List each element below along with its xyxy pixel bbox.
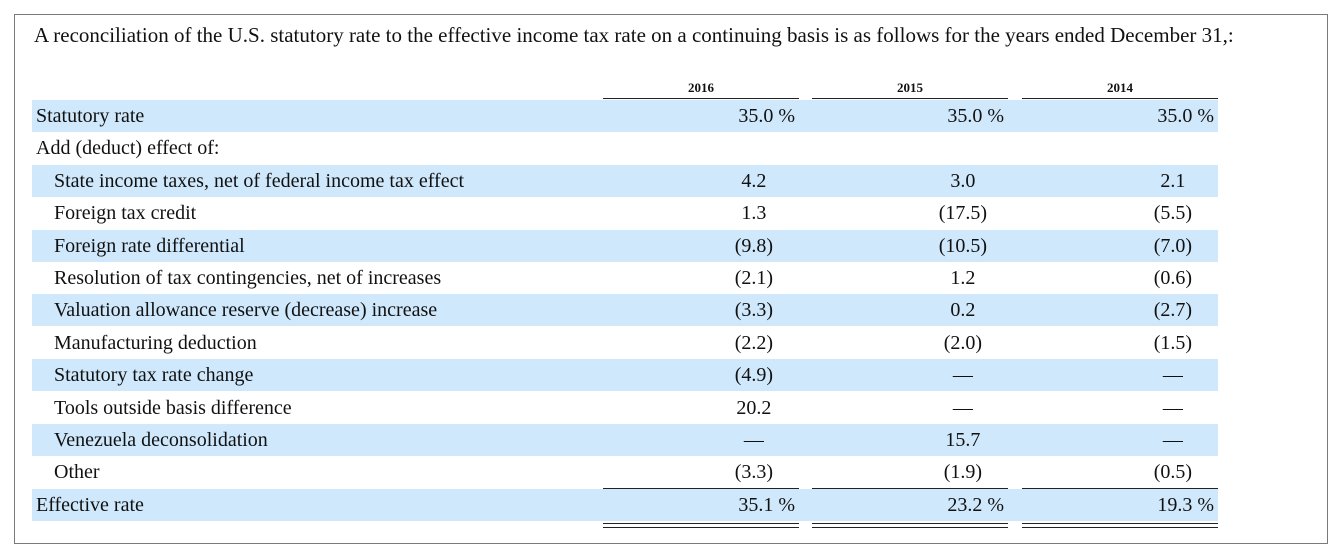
row-value-2016: (3.3): [734, 461, 774, 483]
row-label: Effective rate: [36, 494, 144, 516]
row-value-2014: (0.6): [1153, 267, 1193, 289]
row-label: Foreign rate differential: [54, 235, 245, 257]
table-row: Valuation allowance reserve (decrease) i…: [32, 294, 1218, 326]
table-row: Other (3.3) (1.9) (0.5): [32, 456, 1218, 488]
table-row: Manufacturing deduction (2.2) (2.0) (1.5): [32, 327, 1218, 359]
table-row: State income taxes, net of federal incom…: [32, 165, 1218, 197]
row-value-2014: (2.7): [1153, 299, 1193, 321]
row-value-2015: 0.2: [950, 299, 976, 321]
row-value-2015: (2.0): [943, 332, 983, 354]
total-double-rule: [1022, 523, 1218, 528]
row-value-2016: (9.8): [734, 235, 774, 257]
row-value-2014: (7.0): [1153, 235, 1193, 257]
row-value-2016: 20.2: [736, 397, 772, 419]
row-value-2014: 35.0 %: [1157, 105, 1214, 127]
table-row: Tools outside basis difference 20.2 — —: [32, 392, 1218, 424]
row-value-2016: 35.0 %: [738, 105, 795, 127]
row-value-2015: (10.5): [938, 235, 988, 257]
row-label: Valuation allowance reserve (decrease) i…: [54, 299, 438, 321]
row-label: Tools outside basis difference: [54, 397, 292, 419]
row-value-2016: 35.1 %: [738, 494, 795, 516]
year-header-1: 2015: [897, 80, 923, 95]
year-header-rule: [812, 98, 1008, 99]
row-value-2015: (17.5): [938, 202, 988, 224]
row-value-2014: 19.3 %: [1157, 494, 1214, 516]
subtotal-rule: [1022, 488, 1218, 489]
row-value-2015: 35.0 %: [947, 105, 1004, 127]
row-label: State income taxes, net of federal incom…: [54, 170, 464, 192]
row-value-2015: 23.2 %: [947, 494, 1004, 516]
row-value-2015: 15.7: [945, 429, 981, 451]
year-header-rule: [1022, 98, 1218, 99]
table-row: Add (deduct) effect of:: [32, 132, 1218, 164]
row-value-2015: 1.2: [950, 267, 976, 289]
table-row: Foreign rate differential (9.8) (10.5) (7.0…: [32, 230, 1218, 262]
row-label: Resolution of tax contingencies, net of …: [54, 267, 442, 289]
total-double-rule: [603, 523, 799, 528]
row-value-2015: (1.9): [943, 461, 983, 483]
row-value-2016: (3.3): [734, 299, 774, 321]
table-row: Resolution of tax contingencies, net of …: [32, 262, 1218, 294]
row-value-2014: (1.5): [1153, 332, 1193, 354]
row-label: Statutory rate: [36, 105, 145, 127]
row-label: Statutory tax rate change: [54, 364, 254, 386]
row-value-2016: 1.3: [741, 202, 767, 224]
row-value-2016: (4.9): [734, 364, 774, 386]
row-value-2016: 4.2: [741, 170, 767, 192]
row-value-2014: —: [1162, 364, 1183, 386]
row-value-2016: —: [743, 429, 764, 451]
table-caption: A reconciliation of the U.S. statutory r…: [34, 23, 1234, 47]
row-label: Manufacturing deduction: [54, 332, 257, 354]
table-row: Statutory tax rate change (4.9) — —: [32, 359, 1218, 391]
table-row: Venezuela deconsolidation — 15.7 —: [32, 424, 1218, 456]
year-header-0: 2016: [688, 80, 714, 95]
row-label: Venezuela deconsolidation: [54, 429, 268, 451]
row-value-2014: 2.1: [1160, 170, 1186, 192]
row-value-2015: —: [952, 364, 973, 386]
year-header-2: 2014: [1107, 80, 1133, 95]
row-value-2014: —: [1162, 397, 1183, 419]
row-value-2016: [704, 132, 804, 164]
row-value-2016: (2.1): [734, 267, 774, 289]
row-label: Add (deduct) effect of:: [36, 137, 220, 159]
subtotal-rule: [603, 488, 799, 489]
total-double-rule: [812, 523, 1008, 528]
table-row: Statutory rate 35.0 % 35.0 % 35.0 %: [32, 100, 1218, 132]
row-label: Other: [54, 461, 100, 483]
subtotal-rule: [812, 488, 1008, 489]
row-label: Foreign tax credit: [54, 202, 197, 224]
row-value-2016: (2.2): [734, 332, 774, 354]
row-value-2015: 3.0: [950, 170, 976, 192]
row-value-2015: [913, 132, 1013, 164]
row-value-2014: (5.5): [1153, 202, 1193, 224]
table-frame: [14, 14, 1328, 544]
table-row: Effective rate 35.1 % 23.2 % 19.3 %: [32, 489, 1218, 521]
row-value-2015: —: [952, 397, 973, 419]
row-value-2014: (0.5): [1153, 461, 1193, 483]
year-header-rule: [603, 98, 799, 99]
row-value-2014: [1123, 132, 1223, 164]
table-row: Foreign tax credit 1.3 (17.5) (5.5): [32, 197, 1218, 229]
row-value-2014: —: [1162, 429, 1183, 451]
